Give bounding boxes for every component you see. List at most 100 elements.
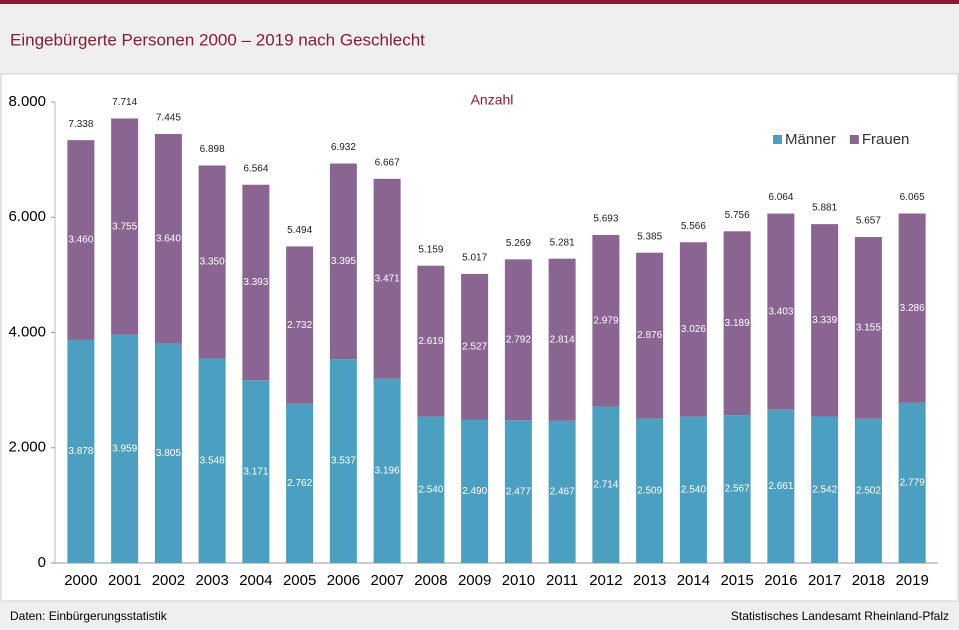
- x-tick-label: 2013: [633, 572, 666, 589]
- bar-segment: [329, 163, 357, 360]
- segment-label: 3.959: [112, 444, 137, 455]
- y-tick-label: 2.000: [8, 439, 46, 456]
- segment-label: 3.189: [725, 318, 750, 329]
- segment-label: 2.540: [681, 484, 706, 495]
- x-tick-label: 2018: [852, 572, 885, 589]
- segment-label: 2.619: [418, 336, 443, 347]
- segment-label: 2.779: [900, 478, 925, 489]
- bar-segment: [329, 359, 357, 563]
- bar-segment: [854, 237, 882, 419]
- segment-label: 2.814: [550, 334, 575, 345]
- x-tick-label: 2010: [502, 572, 535, 589]
- total-label: 5.269: [506, 238, 531, 249]
- bar-segment: [592, 234, 620, 407]
- x-tick-label: 2014: [677, 572, 710, 589]
- total-label: 5.017: [462, 253, 487, 264]
- segment-label: 2.502: [856, 486, 881, 497]
- bar-segment: [723, 415, 751, 563]
- x-tick-label: 2004: [239, 572, 272, 589]
- legend-label: Männer: [785, 131, 836, 148]
- x-tick-label: 2008: [414, 572, 447, 589]
- segment-label: 3.339: [812, 315, 837, 326]
- bar-segment: [198, 165, 226, 359]
- total-label: 5.159: [418, 244, 443, 255]
- total-label: 6.932: [331, 142, 356, 153]
- bar-segment: [417, 416, 445, 563]
- total-label: 5.281: [550, 237, 575, 248]
- x-tick-label: 2012: [589, 572, 622, 589]
- segment-label: 2.490: [462, 486, 487, 497]
- total-label: 6.065: [900, 192, 925, 203]
- bar-segment: [767, 409, 795, 563]
- bar-segment: [242, 184, 270, 381]
- x-tick-label: 2019: [895, 572, 928, 589]
- segment-label: 3.878: [68, 446, 93, 457]
- total-label: 6.064: [768, 192, 793, 203]
- x-tick-label: 2017: [808, 572, 841, 589]
- bar-segment: [723, 231, 751, 416]
- total-label: 7.714: [112, 97, 137, 108]
- top-bar: [0, 0, 959, 4]
- x-tick-label: 2016: [764, 572, 797, 589]
- segment-label: 3.026: [681, 324, 706, 335]
- total-label: 5.881: [812, 203, 837, 214]
- subtitle: Anzahl: [471, 92, 514, 108]
- bar-segment: [373, 178, 401, 379]
- segment-label: 3.471: [375, 273, 400, 284]
- segment-label: 2.661: [768, 481, 793, 492]
- total-label: 5.756: [725, 210, 750, 221]
- segment-label: 2.542: [812, 484, 837, 495]
- segment-label: 2.567: [725, 484, 750, 495]
- bar-segment: [461, 419, 489, 563]
- segment-label: 3.393: [243, 277, 268, 288]
- x-tick-label: 2000: [64, 572, 97, 589]
- segment-label: 3.460: [68, 234, 93, 245]
- legend-swatch: [773, 135, 782, 144]
- segment-label: 2.792: [506, 334, 531, 345]
- segment-label: 3.196: [375, 466, 400, 477]
- y-tick-label: 4.000: [8, 323, 46, 340]
- total-label: 6.564: [243, 163, 268, 174]
- bar-segment: [154, 343, 182, 563]
- bar-segment: [111, 118, 139, 335]
- y-tick-label: 8.000: [8, 93, 46, 110]
- bar-segment: [286, 403, 314, 563]
- segment-label: 2.876: [637, 330, 662, 341]
- bar-segment: [154, 133, 182, 344]
- segment-label: 2.527: [462, 341, 487, 352]
- bar-segment: [898, 213, 926, 403]
- legend-swatch: [849, 135, 859, 144]
- bar-segment: [198, 358, 226, 563]
- segment-label: 3.640: [156, 234, 181, 245]
- segment-label: 3.755: [112, 221, 137, 232]
- segment-label: 2.714: [593, 479, 618, 490]
- segment-label: 3.805: [156, 448, 181, 459]
- bar-segment: [548, 258, 576, 421]
- total-label: 5.657: [856, 216, 881, 227]
- page-title: Eingebürgerte Personen 2000 – 2019 nach …: [10, 30, 425, 49]
- bar-segment: [417, 265, 445, 417]
- segment-label: 3.171: [243, 466, 268, 477]
- x-tick-label: 2006: [327, 572, 360, 589]
- bar-segment: [504, 420, 532, 563]
- segment-label: 2.477: [506, 486, 531, 497]
- segment-label: 2.979: [593, 315, 618, 326]
- segment-label: 2.762: [287, 478, 312, 489]
- bar-segment: [242, 380, 270, 563]
- publisher: Statistisches Landesamt Rheinland-Pfalz: [731, 609, 949, 623]
- total-label: 6.667: [375, 157, 400, 168]
- bar-segment: [811, 416, 839, 563]
- segment-label: 3.537: [331, 456, 356, 467]
- total-label: 5.693: [593, 214, 618, 225]
- bar-segment: [767, 213, 795, 410]
- bar-segment: [898, 402, 926, 563]
- x-tick-label: 2002: [152, 572, 185, 589]
- bar-segment: [811, 224, 839, 417]
- source: Daten: Einbürgerungsstatistik: [10, 609, 168, 623]
- bar-segment: [679, 416, 707, 563]
- bar-segment: [679, 242, 707, 417]
- total-label: 7.338: [68, 119, 93, 130]
- x-tick-label: 2001: [108, 572, 141, 589]
- segment-label: 3.548: [200, 455, 225, 466]
